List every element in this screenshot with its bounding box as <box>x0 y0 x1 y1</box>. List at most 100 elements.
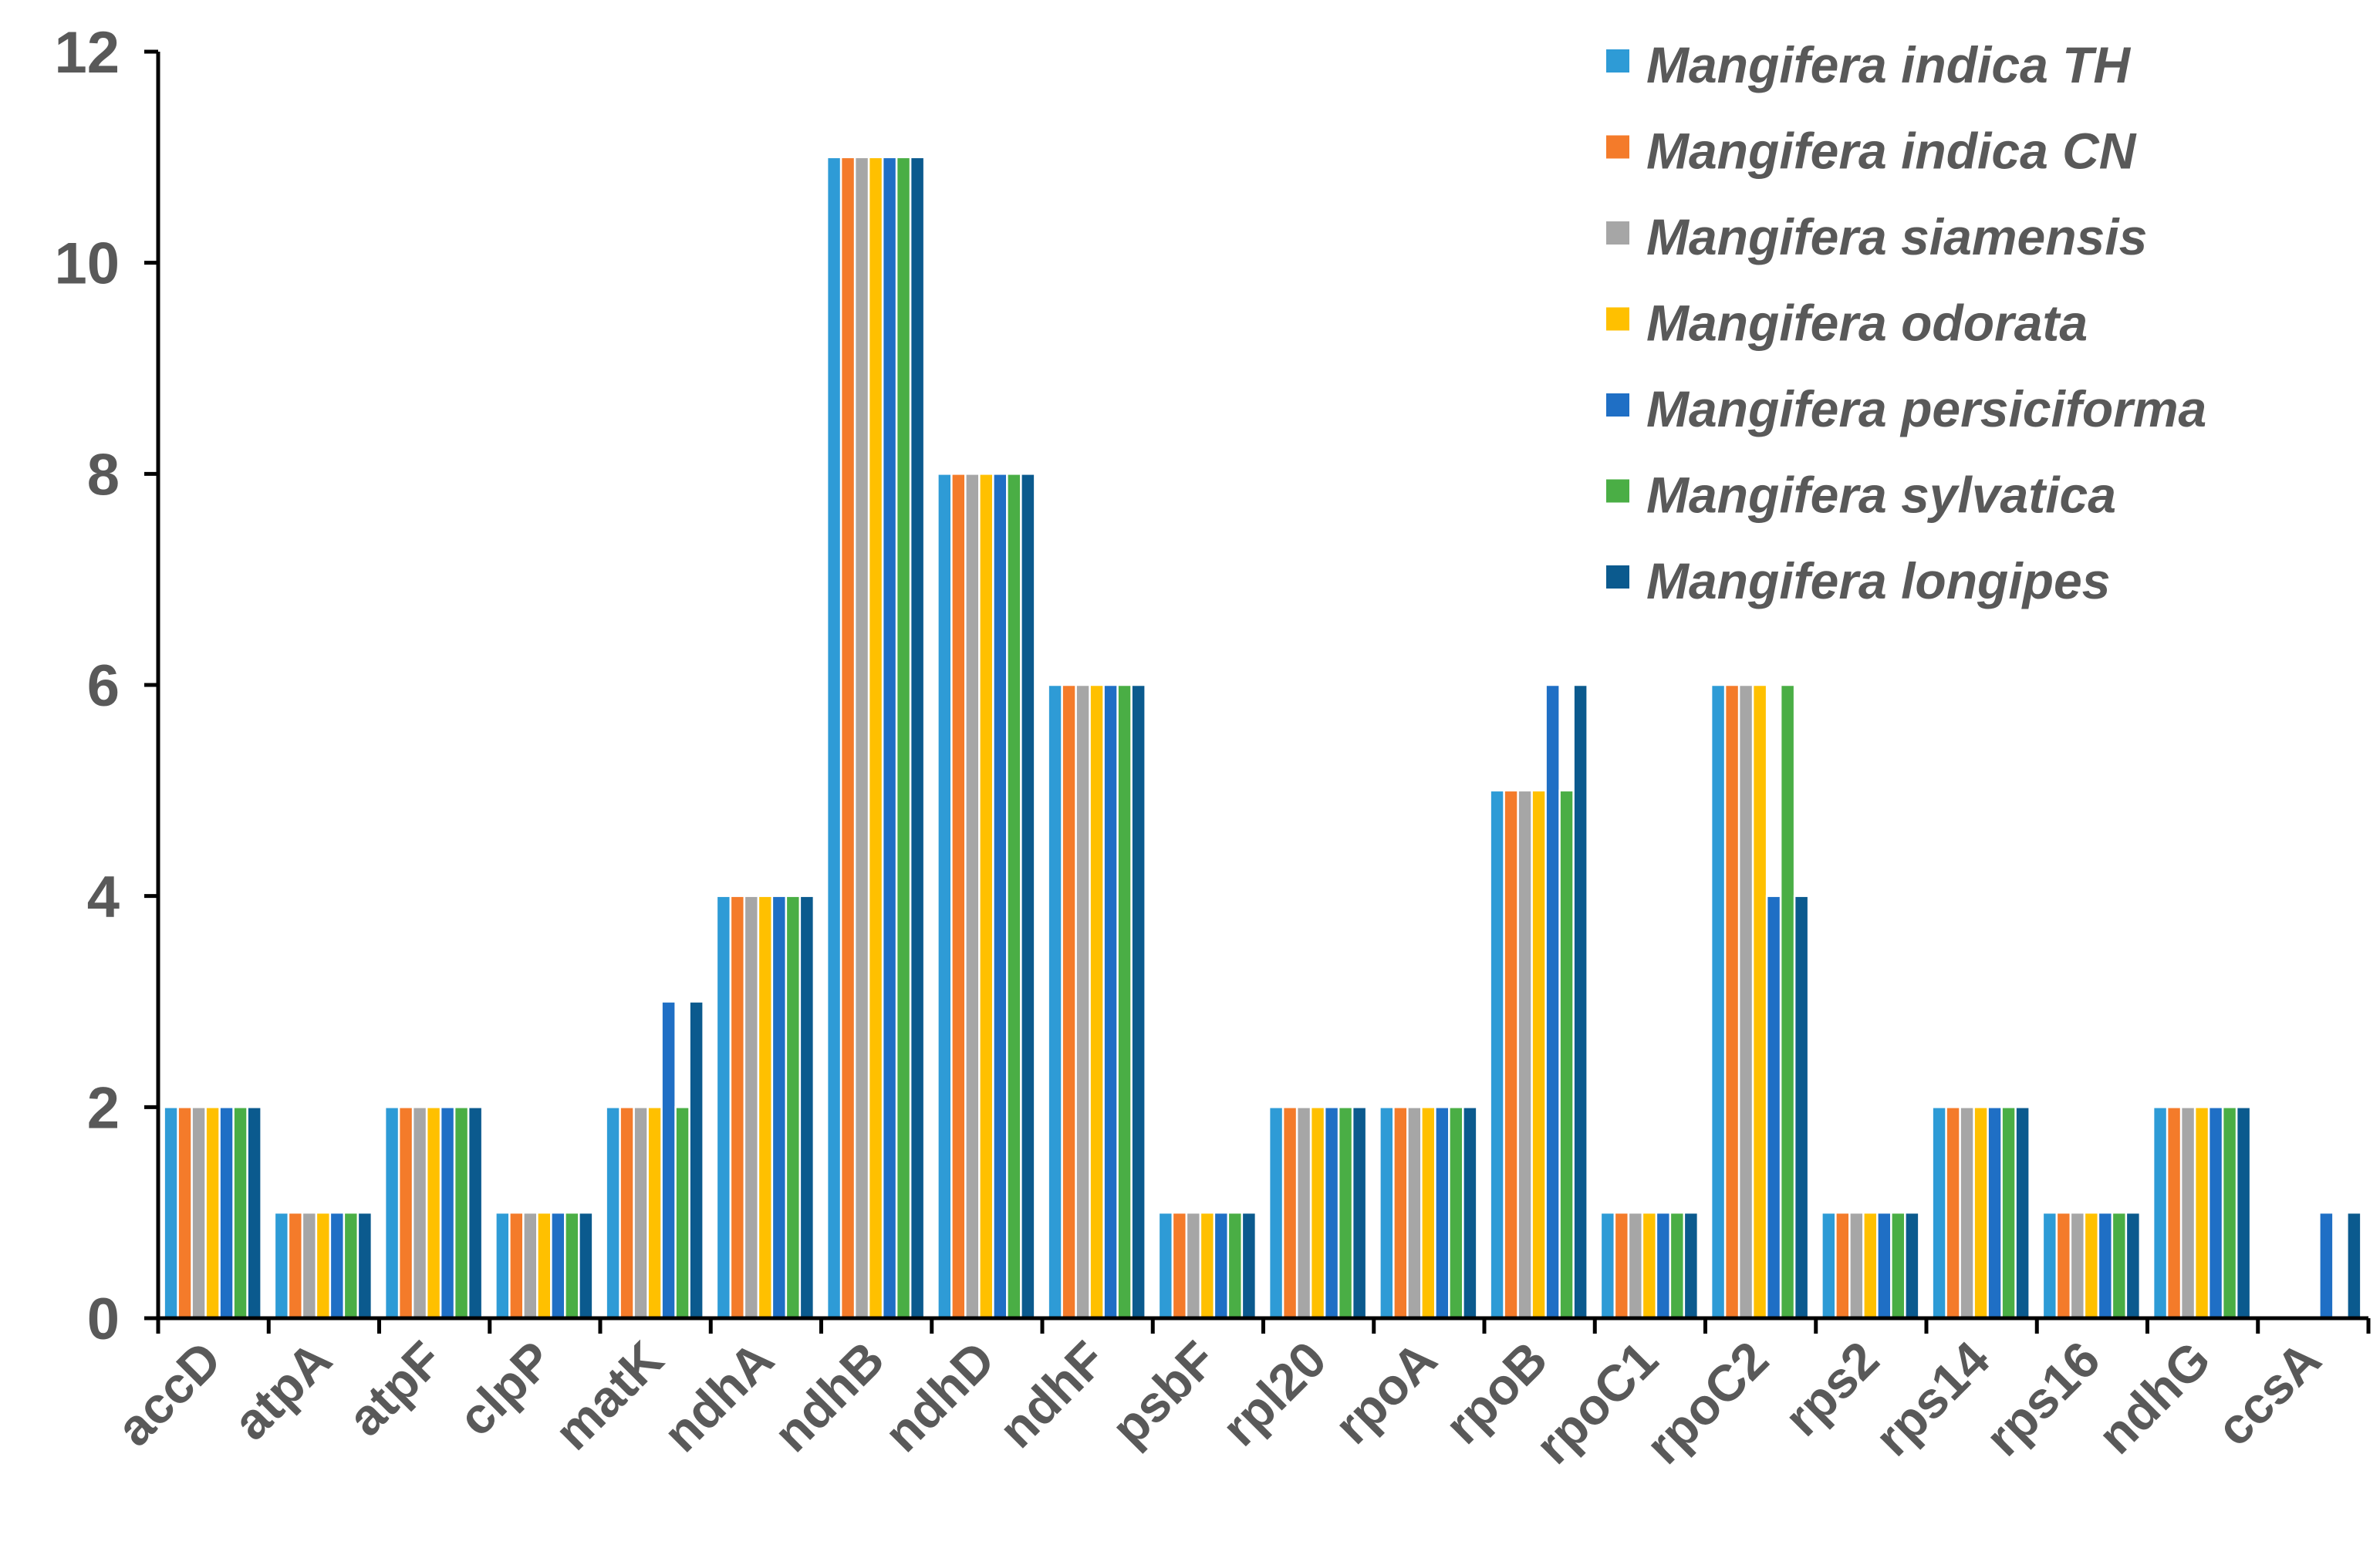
bar-rps16-series-4 <box>2083 1211 2100 1320</box>
bar-matK-series-7 <box>688 1000 704 1320</box>
y-tick-label: 12 <box>54 20 120 86</box>
bar-rpl20-series-3 <box>1295 1106 1312 1320</box>
bar-ndhG-series-1 <box>2152 1106 2169 1320</box>
bar-atpA-series-2 <box>287 1211 304 1320</box>
bar-accD-series-2 <box>177 1106 193 1320</box>
legend-swatch <box>1606 393 1629 417</box>
bar-psbF-series-5 <box>1213 1211 1230 1320</box>
y-axis-ticks: 0 2 4 6 8 10 12 <box>54 20 120 1352</box>
bar-rpoC1-series-1 <box>1599 1211 1616 1320</box>
bar-ndhG-series-5 <box>2207 1106 2224 1320</box>
legend-label: Mangifera longipes <box>1646 552 2110 609</box>
bar-clpP-series-5 <box>550 1211 566 1320</box>
y-tick-label: 8 <box>87 442 120 508</box>
bar-rpoB-series-6 <box>1558 789 1575 1320</box>
y-tick-label: 2 <box>87 1075 120 1141</box>
x-tick-label: accD <box>106 1331 232 1457</box>
bar-ndhG-series-2 <box>2166 1106 2183 1320</box>
bar-rpl20-series-7 <box>1351 1106 1368 1320</box>
bar-matK-series-1 <box>605 1106 621 1320</box>
y-tick-label: 10 <box>54 231 120 297</box>
bar-rps14-series-2 <box>1945 1106 1961 1320</box>
x-tick-label: clpP <box>447 1331 563 1447</box>
bar-atpA-series-1 <box>273 1211 290 1320</box>
bar-ndhF-series-2 <box>1061 683 1077 1320</box>
bar-ndhA-series-1 <box>715 895 732 1320</box>
bar-atpA-series-4 <box>315 1211 332 1320</box>
bar-rps16-series-1 <box>2041 1211 2058 1320</box>
legend-label: Mangifera persiciforma <box>1646 380 2206 437</box>
bar-rpl20-series-4 <box>1309 1106 1326 1320</box>
legend-swatch <box>1606 479 1629 503</box>
bar-ndhB-series-5 <box>881 156 898 1320</box>
legend-swatch <box>1606 565 1629 589</box>
bar-ndhD-series-4 <box>978 473 994 1320</box>
bar-psbF-series-6 <box>1227 1211 1244 1320</box>
bar-ndhB-series-3 <box>853 156 870 1320</box>
bar-rps2-series-4 <box>1862 1211 1879 1320</box>
legend-swatch <box>1606 135 1629 159</box>
bar-rps16-series-2 <box>2055 1211 2072 1320</box>
bar-accD-series-7 <box>246 1106 262 1320</box>
bar-rpoC1-series-3 <box>1627 1211 1644 1320</box>
legend: Mangifera indica TH Mangifera indica CN Ma… <box>1606 36 2206 609</box>
bar-rpoC2-series-3 <box>1737 683 1754 1320</box>
bar-clpP-series-7 <box>578 1211 594 1320</box>
bar-ccsA-series-5 <box>2318 1211 2334 1320</box>
bar-clpP-series-3 <box>522 1211 538 1320</box>
bar-matK-series-4 <box>646 1106 663 1320</box>
bar-matK-series-2 <box>619 1106 635 1320</box>
bar-ndhG-series-3 <box>2179 1106 2196 1320</box>
bar-matK-series-3 <box>633 1106 649 1320</box>
bar-ndhF-series-1 <box>1047 683 1063 1320</box>
bar-ndhF-series-6 <box>1116 683 1133 1320</box>
x-axis-ticks: accDatpAatpFclpPmatKndhAndhBndhDndhFpsbF… <box>106 1330 2332 1474</box>
bar-accD-series-6 <box>232 1106 248 1320</box>
bar-ndhD-series-7 <box>1020 473 1036 1320</box>
bar-rps2-series-2 <box>1835 1211 1851 1320</box>
bar-rps14-series-6 <box>2000 1106 2017 1320</box>
bar-ndhD-series-2 <box>950 473 967 1320</box>
legend-swatch <box>1606 49 1629 73</box>
bar-rps14-series-4 <box>1973 1106 1989 1320</box>
bar-ndhD-series-5 <box>992 473 1008 1320</box>
bar-psbF-series-4 <box>1199 1211 1216 1320</box>
bar-rpoA-series-3 <box>1406 1106 1423 1320</box>
x-tick-label: ndhA <box>652 1331 785 1463</box>
bar-rpl20-series-2 <box>1281 1106 1298 1320</box>
x-tick-label: rpoC2 <box>1635 1331 1779 1475</box>
x-tick-label: ndhD <box>873 1331 1006 1463</box>
bar-psbF-series-7 <box>1241 1211 1258 1320</box>
bar-ndhG-series-4 <box>2193 1106 2210 1320</box>
bar-atpF-series-5 <box>439 1106 456 1320</box>
bar-rpoB-series-4 <box>1531 789 1547 1320</box>
bar-accD-series-5 <box>218 1106 235 1320</box>
legend-label: Mangifera odorata <box>1646 295 2088 352</box>
bar-rps2-series-1 <box>1821 1211 1837 1320</box>
bar-rpoC2-series-2 <box>1723 683 1740 1320</box>
bar-ndhD-series-1 <box>937 473 953 1320</box>
bar-matK-series-5 <box>660 1000 677 1320</box>
bar-rpoB-series-5 <box>1544 683 1561 1320</box>
x-tick-label: psbF <box>1100 1331 1227 1457</box>
x-tick-label: ndhF <box>987 1331 1116 1459</box>
x-tick-label: atpA <box>222 1331 343 1451</box>
legend-swatch <box>1606 307 1629 331</box>
bar-psbF-series-3 <box>1185 1211 1202 1320</box>
bar-ndhF-series-4 <box>1089 683 1105 1320</box>
bar-rpoA-series-4 <box>1420 1106 1436 1320</box>
legend-swatch <box>1606 221 1629 245</box>
bar-ndhF-series-7 <box>1130 683 1146 1320</box>
y-tick-label: 4 <box>87 865 120 930</box>
bar-ndhF-series-5 <box>1102 683 1119 1320</box>
bar-clpP-series-1 <box>495 1211 511 1320</box>
bar-atpA-series-5 <box>329 1211 346 1320</box>
bar-ndhA-series-3 <box>743 895 760 1320</box>
bar-psbF-series-1 <box>1157 1211 1174 1320</box>
bar-atpF-series-7 <box>467 1106 484 1320</box>
legend-label: Mangifera sylvatica <box>1646 467 2116 524</box>
bar-ndhF-series-3 <box>1075 683 1091 1320</box>
bar-rps14-series-3 <box>1959 1106 1975 1320</box>
